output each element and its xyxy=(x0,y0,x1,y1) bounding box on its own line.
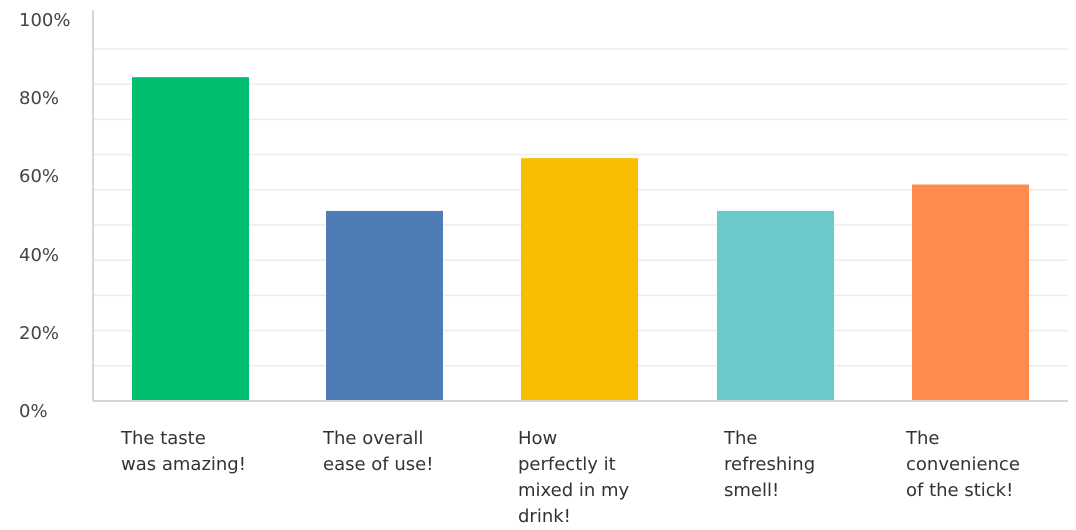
bars xyxy=(132,77,1029,401)
y-tick-label: 0% xyxy=(19,401,48,422)
bar xyxy=(717,210,834,401)
y-tick-label: 60% xyxy=(19,166,59,187)
y-tick-labels: 0% 20% 40% 60% 80% 100% xyxy=(19,10,70,422)
y-tick-label: 80% xyxy=(19,88,59,109)
axes xyxy=(92,10,1068,402)
y-tick-label: 40% xyxy=(19,245,59,266)
x-category-labels: The taste was amazing! The overall ease of … xyxy=(120,428,1020,527)
y-tick-label: 100% xyxy=(19,10,70,31)
bar xyxy=(521,158,638,401)
x-category-label: How perfectly it mixed in my drink! xyxy=(518,428,630,527)
x-category-label: The overall ease of use! xyxy=(322,428,433,475)
bar xyxy=(132,77,249,401)
x-category-label: The refreshing smell! xyxy=(723,428,815,501)
y-tick-label: 20% xyxy=(19,323,59,344)
bar xyxy=(912,184,1029,401)
x-category-label: The taste was amazing! xyxy=(120,428,246,475)
bar xyxy=(326,210,443,401)
x-category-label: The convenience of the stick! xyxy=(905,428,1020,501)
